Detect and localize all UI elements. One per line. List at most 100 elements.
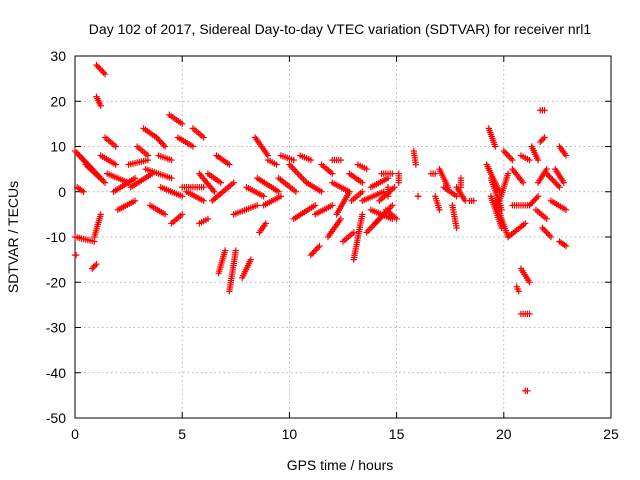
data-point: [161, 211, 169, 218]
data-point: [179, 211, 186, 218]
data-point: [97, 102, 104, 109]
data-point: [226, 161, 233, 168]
data-point: [158, 140, 166, 147]
data-point: [436, 206, 443, 214]
data-point: [562, 242, 570, 250]
data-point: [91, 262, 99, 269]
data-point: [153, 134, 160, 141]
data-point: [526, 310, 533, 318]
data-point: [524, 387, 531, 395]
data-point: [389, 170, 396, 177]
data-point: [412, 161, 420, 168]
data-point: [393, 215, 400, 223]
data-point: [97, 66, 104, 73]
chart-title: Day 102 of 2017, Sidereal Day-to-day VTE…: [89, 21, 592, 37]
data-point: [262, 220, 270, 227]
data-point: [384, 184, 392, 191]
data-point: [337, 156, 345, 164]
data-point: [318, 188, 325, 195]
data-point: [395, 179, 402, 186]
data-point: [273, 161, 280, 168]
data-point: [515, 288, 523, 295]
data-point: [189, 143, 197, 150]
data-point: [144, 152, 152, 159]
data-point: [337, 215, 345, 223]
data-point: [541, 107, 548, 114]
data-point: [260, 193, 267, 200]
data-point: [526, 279, 533, 286]
data-point: [533, 194, 540, 201]
data-point: [453, 224, 460, 232]
data-points: [71, 61, 570, 395]
data-point: [88, 265, 96, 272]
data-point: [157, 138, 164, 146]
y-tick-label: 20: [50, 93, 66, 109]
data-point: [254, 202, 261, 209]
data-point: [538, 137, 545, 144]
data-point: [414, 193, 422, 200]
data-point: [543, 229, 550, 236]
data-point: [546, 173, 553, 180]
data-point: [457, 184, 465, 191]
grid-lines: [75, 56, 611, 418]
data-point: [311, 202, 319, 209]
data-point: [519, 179, 527, 186]
data-point: [562, 152, 570, 159]
data-point: [506, 153, 513, 161]
data-point: [544, 171, 552, 179]
data-point: [470, 197, 477, 204]
data-point: [547, 174, 555, 182]
data-point: [290, 156, 297, 164]
data-point: [530, 197, 538, 204]
x-tick-label: 5: [178, 426, 186, 442]
data-point: [391, 184, 398, 191]
x-axis-label: GPS time / hours: [287, 457, 394, 473]
y-tick-label: -10: [46, 229, 66, 245]
data-point: [94, 63, 102, 70]
data-point: [93, 61, 100, 69]
data-point: [556, 184, 563, 191]
data-point: [526, 156, 533, 164]
data-point: [101, 70, 109, 78]
y-tick-label: 30: [50, 48, 66, 64]
data-point: [329, 170, 336, 177]
data-point: [98, 67, 106, 75]
data-point: [93, 260, 100, 268]
data-point: [500, 147, 507, 155]
data-point: [97, 211, 104, 218]
data-point: [539, 135, 547, 143]
data-point: [539, 224, 546, 232]
data-point: [346, 188, 353, 195]
data-point: [542, 227, 549, 235]
data-point: [217, 179, 224, 186]
data-point: [529, 199, 536, 206]
data-point: [100, 69, 107, 76]
data-point: [230, 179, 237, 186]
data-point: [534, 156, 542, 164]
data-point: [527, 200, 535, 208]
data-point: [309, 250, 316, 257]
data-point: [90, 263, 97, 271]
y-tick-label: -30: [46, 320, 66, 336]
data-point: [200, 184, 207, 191]
data-point: [547, 233, 555, 241]
data-point: [307, 156, 315, 164]
data-point: [131, 174, 139, 182]
data-point: [507, 155, 515, 162]
data-point: [504, 152, 512, 159]
x-tick-label: 0: [71, 426, 79, 442]
data-point: [307, 251, 315, 259]
x-tick-label: 15: [389, 426, 405, 442]
data-point: [363, 165, 370, 173]
data-point: [200, 134, 207, 141]
data-point: [453, 193, 460, 200]
x-tick-label: 25: [603, 426, 619, 442]
data-point: [329, 202, 336, 209]
data-point: [311, 247, 319, 254]
data-point: [504, 170, 512, 177]
data-point: [168, 174, 175, 182]
data-point: [544, 230, 552, 238]
data-point: [200, 197, 207, 204]
data-point: [313, 245, 320, 253]
